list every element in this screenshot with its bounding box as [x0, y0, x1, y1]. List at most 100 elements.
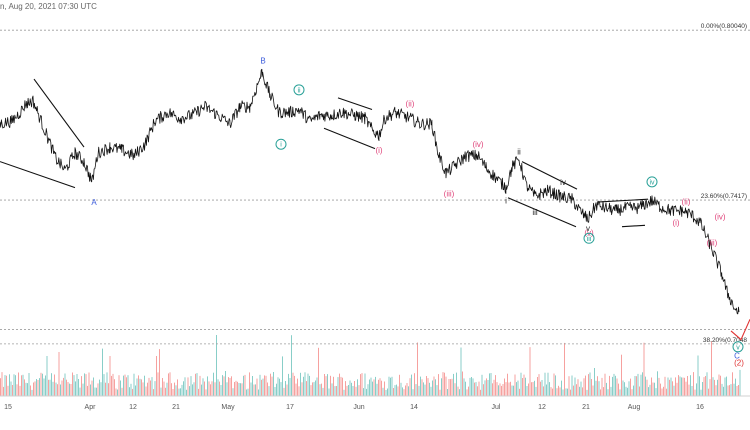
- volume-bar: [96, 387, 97, 396]
- volume-bar: [82, 383, 84, 396]
- volume-bar: [273, 372, 274, 396]
- volume-bar: [513, 385, 514, 396]
- volume-bar: [493, 379, 495, 396]
- volume-bar: [654, 382, 655, 396]
- volume-bar: [483, 384, 484, 396]
- volume-bar: [376, 383, 378, 396]
- volume-bar: [409, 378, 411, 396]
- volume-bar: [516, 382, 517, 396]
- volume-bar: [186, 389, 187, 396]
- volume-bar: [226, 382, 228, 396]
- volume-bar: [258, 389, 259, 396]
- x-tick-label: May: [221, 404, 235, 411]
- volume-bar: [108, 383, 109, 396]
- wave-label: (ii): [682, 198, 691, 207]
- trendline: [33, 78, 85, 148]
- volume-bar: [651, 377, 652, 396]
- volume-bar: [81, 376, 82, 396]
- volume-bar: [22, 374, 24, 396]
- volume-bar: [592, 385, 594, 396]
- volume-bar: [294, 375, 295, 396]
- volume-bar: [274, 387, 276, 396]
- volume-bar: [610, 386, 612, 396]
- volume-bar: [678, 375, 679, 396]
- volume-bar: [427, 378, 429, 396]
- volume-bar: [183, 381, 184, 396]
- volume-bar: [447, 389, 448, 396]
- volume-bar: [129, 387, 130, 396]
- volume-bar: [558, 385, 559, 396]
- volume-bar: [66, 379, 67, 396]
- volume-bar: [705, 376, 706, 396]
- volume-bar: [600, 389, 601, 396]
- volume-bar: [58, 352, 60, 396]
- volume-bar: [588, 374, 589, 396]
- volume-bar: [360, 374, 361, 396]
- volume-bar: [727, 385, 729, 396]
- volume-bar: [336, 386, 337, 396]
- volume-bar: [153, 389, 154, 396]
- volume-bar: [550, 387, 552, 396]
- volume-bar: [60, 384, 61, 396]
- volume-bar: [67, 382, 69, 396]
- volume-bar: [169, 372, 171, 396]
- volume-bar: [279, 378, 280, 396]
- volume-bar: [42, 373, 43, 396]
- volume-bar: [168, 373, 169, 396]
- volume-bar: [577, 379, 579, 396]
- volume-bar: [100, 382, 102, 396]
- volume-bar: [15, 375, 16, 396]
- trendline: [323, 127, 376, 150]
- volume-bar: [265, 375, 267, 396]
- volume-bar: [178, 388, 180, 396]
- wave-label: (i): [672, 218, 679, 227]
- volume-bar: [339, 373, 340, 396]
- x-tick-label: Aug: [628, 404, 641, 411]
- wave-label-circle: [732, 341, 744, 353]
- volume-bar: [583, 378, 585, 396]
- volume-bar: [3, 386, 4, 396]
- volume-bar: [46, 356, 48, 396]
- volume-bar: [109, 356, 111, 396]
- volume-bar: [25, 382, 27, 396]
- volume-bar: [672, 381, 673, 396]
- volume-bar: [370, 377, 372, 396]
- volume-bar: [568, 376, 570, 396]
- volume-bar: [690, 375, 691, 396]
- wave-label: v: [736, 344, 740, 351]
- volume-bar: [564, 342, 565, 396]
- volume-bar: [405, 385, 406, 396]
- volume-bar: [247, 388, 249, 396]
- volume-bar: [72, 372, 73, 396]
- volume-bar: [235, 380, 237, 396]
- volume-bar: [139, 378, 141, 396]
- volume-bar: [285, 381, 286, 396]
- volume-bar: [693, 372, 694, 396]
- volume-bar: [199, 375, 201, 396]
- volume-bar: [586, 389, 588, 396]
- volume-bar: [664, 376, 666, 396]
- volume-bar: [733, 383, 735, 396]
- volume-bar: [190, 376, 192, 396]
- volume-bar: [559, 387, 561, 396]
- volume-bar: [420, 376, 421, 396]
- volume-bar: [616, 378, 618, 396]
- volume-bar: [630, 378, 631, 396]
- volume-bar: [220, 385, 222, 396]
- volume-bar: [480, 389, 481, 396]
- volume-bar: [391, 376, 393, 396]
- wave-label: (i): [375, 146, 382, 155]
- volume-bar: [475, 382, 477, 396]
- volume-bar: [211, 381, 213, 396]
- volume-bar: [43, 378, 45, 396]
- x-axis: 15 Apr 12 21 May 17 Jun 14 Jul 12 21 Aug 16: [0, 395, 750, 411]
- chart-header: n, Aug 20, 2021 07:30 UTC: [0, 2, 97, 11]
- volume-bar: [697, 355, 699, 396]
- volume-bar: [49, 379, 51, 396]
- volume-bar: [729, 385, 730, 396]
- volume-bar: [720, 375, 721, 396]
- volume-bar: [645, 376, 646, 396]
- volume-bar: [229, 378, 231, 396]
- volume-bar: [345, 381, 346, 396]
